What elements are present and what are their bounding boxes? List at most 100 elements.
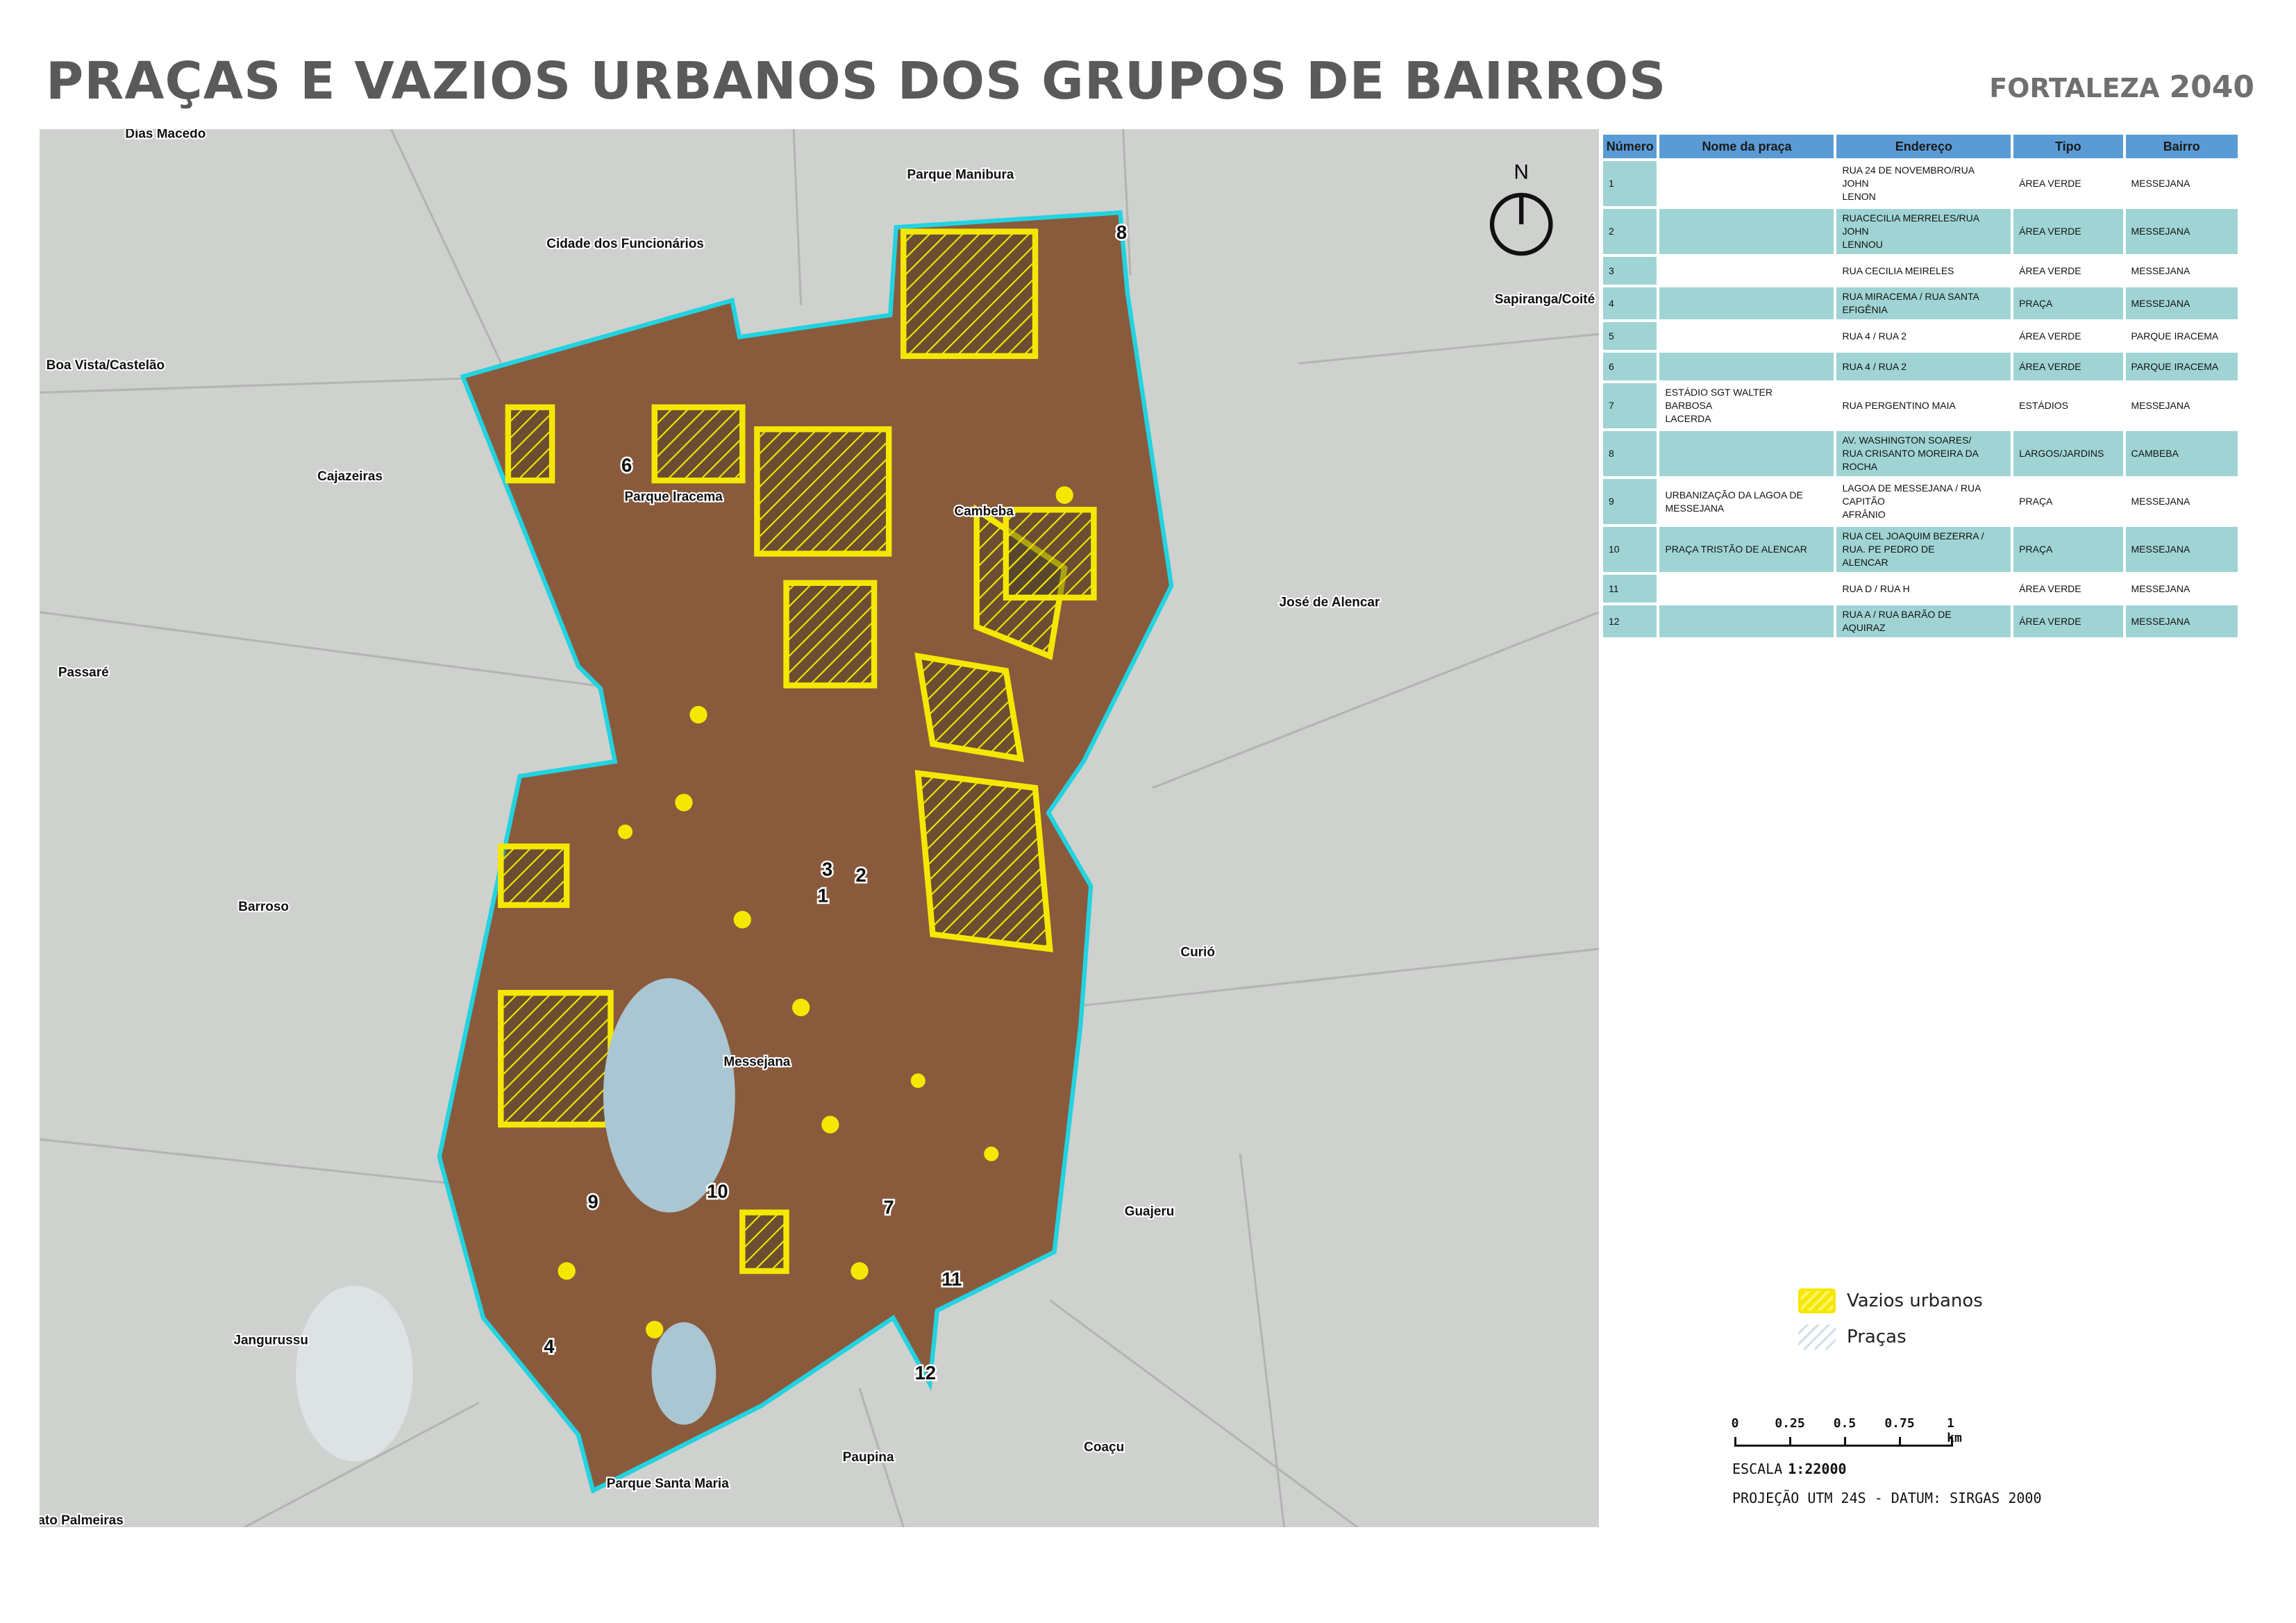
praca-marker[interactable]: 2 — [854, 862, 869, 887]
vazios-urbanos — [498, 228, 1097, 1275]
scale-tick: 0 — [1731, 1416, 1739, 1431]
table-cell: 1 — [1603, 161, 1657, 206]
table-cell: MESSEJANA — [2131, 178, 2190, 189]
column-header: Tipo — [2013, 135, 2123, 158]
map-view[interactable]: N Dias Macedo Parque Manibura Cidade dos F… — [40, 129, 1599, 1527]
table-cell: PARQUE IRACEMA — [2125, 353, 2238, 380]
table-cell: ÁREA VERDE — [2013, 353, 2123, 380]
neighborhood-label: Messejana — [723, 1055, 790, 1070]
neighborhood-label: Parque Santa Maria — [607, 1477, 730, 1491]
table-cell: RUA 24 DE NOVEMBRO/RUA JOHN LENON — [1842, 165, 1975, 202]
table-row: 6 RUA 4 / RUA 2 ÁREA VERDE PARQUE IRACEMA — [1603, 353, 2238, 380]
table-row: 2 RUACECILIA MERRELES/RUA JOHN LENNOU ÁREA… — [1603, 209, 2238, 254]
table-row: 4 RUA MIRACEMA / RUA SANTA EFIGÊNIA PRAÇA M… — [1603, 287, 2238, 319]
table-cell: URBANIZAÇÃO DA LAGOA DE MESSEJANA — [1665, 489, 1803, 514]
table-row: 10 PRAÇA TRISTÃO DE ALENCAR RUA CEL JOAQUI… — [1603, 527, 2238, 572]
table-cell: MESSEJANA — [2125, 527, 2238, 572]
praca-marker[interactable]: 10 — [705, 1179, 730, 1204]
scale-tick: 0.25 — [1775, 1416, 1805, 1431]
table-cell: 10 — [1603, 527, 1657, 572]
table-row: 1 RUA 24 DE NOVEMBRO/RUA JOHN LENON ÁREA V… — [1603, 161, 2238, 206]
pracas-table: Número Nome da praça Endereço Tipo Bairro 1 R… — [1600, 132, 2240, 640]
table-row: 7 ESTÁDIO SGT WALTER BARBOSA LACERDA RUA P… — [1603, 383, 2238, 428]
table-cell: LARGOS/JARDINS — [2013, 431, 2123, 476]
praca-marker[interactable]: 1 — [816, 883, 830, 908]
table-cell: PRAÇA — [2019, 496, 2053, 507]
table-cell: 3 — [1603, 257, 1657, 285]
vazios-swatch — [1798, 1288, 1836, 1313]
legend-item-vazios: Vazios urbanos — [1798, 1283, 1983, 1319]
table-cell: MESSEJANA — [2131, 582, 2190, 594]
praca-marker[interactable]: 11 — [940, 1266, 964, 1291]
neighborhood-label: Cambeba — [955, 505, 1014, 519]
table-cell: PARQUE IRACEMA — [2131, 330, 2219, 342]
column-header: Nome da praça — [1659, 135, 1834, 158]
north-arrow: N — [1489, 161, 1553, 256]
neighborhood-label: Jangurussu — [233, 1333, 308, 1347]
neighborhood-label: Boa Vista/Castelão — [47, 358, 165, 373]
neighborhood-label: Paupina — [843, 1450, 894, 1465]
legend: Vazios urbanos Praças — [1798, 1283, 1983, 1355]
table-row: 11 RUA D / RUA H ÁREA VERDE MESSEJANA — [1603, 575, 2238, 603]
neighborhood-label: Guajeru — [1125, 1204, 1175, 1219]
praca-marker[interactable]: 8 — [1114, 220, 1129, 245]
neighborhood-label: Cajazeiras — [317, 469, 383, 484]
scale-bar: 0 0.25 0.5 0.75 1 km ESCALA 1:22000 PROJEÇÃO … — [1732, 1416, 2042, 1506]
vazios-small — [558, 486, 1073, 1338]
praca-marker[interactable]: 6 — [619, 453, 634, 478]
table-cell: RUA 4 / RUA 2 — [1842, 330, 1907, 342]
column-header: Bairro — [2125, 135, 2238, 158]
table-cell: 7 — [1603, 383, 1657, 428]
table-cell: ÁREA VERDE — [2019, 330, 2081, 342]
table-cell — [1659, 209, 1834, 254]
praca-marker[interactable]: 7 — [882, 1195, 896, 1220]
table-cell: MESSEJANA — [2131, 264, 2190, 276]
table-cell: 8 — [1603, 431, 1657, 476]
table-row: 12 RUA A / RUA BARÃO DE AQUIRAZ ÁREA VERDE… — [1603, 605, 2238, 637]
table-cell: CAMBEBA — [2125, 431, 2238, 476]
praca-marker[interactable]: 3 — [820, 857, 835, 882]
lagoa-jangurussu — [296, 1286, 413, 1462]
table-cell: RUA PERGENTINO MAIA — [1842, 400, 1956, 411]
lagoa-messejana — [603, 978, 735, 1213]
table-cell — [1659, 605, 1834, 637]
projection-text: PROJEÇÃO UTM 24S - DATUM: SIRGAS 2000 — [1732, 1490, 2042, 1506]
scale-ratio: 1:22000 — [1788, 1461, 1847, 1477]
table-cell: LAGOA DE MESSEJANA / RUA CAPITÃO AFRÂNIO — [1842, 482, 1981, 520]
column-header: Endereço — [1836, 135, 2011, 158]
table-cell: 2 — [1603, 209, 1657, 254]
table-row: 9 URBANIZAÇÃO DA LAGOA DE MESSEJANA LAGOA … — [1603, 479, 2238, 524]
praca-marker[interactable]: 12 — [913, 1360, 938, 1385]
neighborhood-label: Passaré — [58, 666, 109, 680]
praca-marker[interactable]: 9 — [586, 1189, 601, 1214]
pracas-swatch — [1798, 1325, 1836, 1349]
brand-year: 2040 — [2169, 69, 2254, 105]
legend-label: Vazios urbanos — [1847, 1290, 1983, 1311]
table-cell: ÁREA VERDE — [2019, 582, 2081, 594]
table-cell — [1659, 257, 1834, 285]
table-cell — [1659, 353, 1834, 380]
table-cell: MESSEJANA — [2125, 605, 2238, 637]
table-cell — [1659, 322, 1834, 350]
praca-marker[interactable]: 4 — [542, 1334, 557, 1359]
table-cell: PRAÇA — [2013, 527, 2123, 572]
table-cell: RUA A / RUA BARÃO DE AQUIRAZ — [1836, 605, 2011, 637]
table-cell: 11 — [1603, 575, 1657, 603]
table-row: 3 RUA CECILIA MEIRELES ÁREA VERDE MESSEJANA — [1603, 257, 2238, 285]
table-cell: PRAÇA — [2013, 287, 2123, 319]
legend-item-pracas: Praças — [1798, 1319, 1983, 1355]
table-cell — [1659, 575, 1834, 603]
neighborhood-label: Dias Macedo — [125, 129, 206, 142]
table-cell: 5 — [1603, 322, 1657, 350]
neighborhood-label: Sapiranga/Coité — [1495, 292, 1595, 307]
table-cell: RUA CEL JOAQUIM BEZERRA / RUA. PE PEDRO … — [1836, 527, 2011, 572]
table-cell — [1659, 161, 1834, 206]
table-cell: RUA CECILIA MEIRELES — [1842, 264, 1954, 276]
neighborhood-label: Curió — [1180, 945, 1215, 960]
scale-tick: 0.75 — [1884, 1416, 1915, 1431]
neighborhood-label: Coaçu — [1084, 1440, 1124, 1454]
table-cell: 6 — [1603, 353, 1657, 380]
legend-label: Praças — [1847, 1327, 1907, 1347]
table-cell: ESTÁDIOS — [2019, 400, 2068, 411]
table-cell: 12 — [1603, 605, 1657, 637]
